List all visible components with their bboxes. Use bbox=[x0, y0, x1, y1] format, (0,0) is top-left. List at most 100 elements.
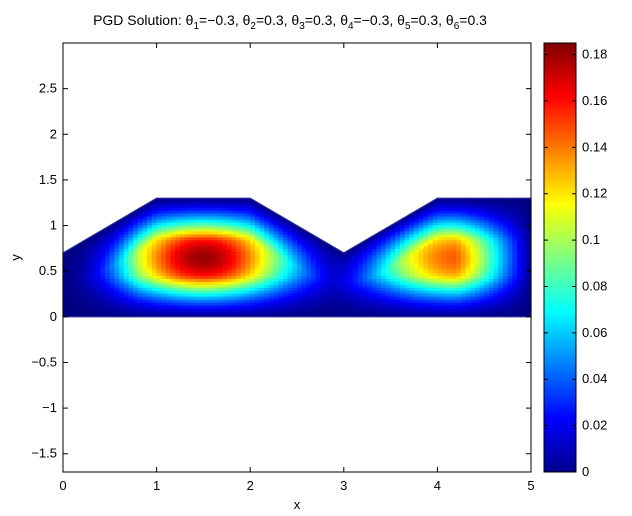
field-cell bbox=[236, 239, 242, 244]
field-cell bbox=[189, 207, 195, 211]
field-cell bbox=[526, 260, 531, 265]
field-cell bbox=[493, 224, 499, 229]
field-cell bbox=[259, 239, 265, 244]
field-cell bbox=[231, 281, 237, 285]
field-cell bbox=[329, 251, 336, 256]
field-cell bbox=[67, 287, 73, 291]
field-cell bbox=[287, 266, 293, 270]
field-cell bbox=[142, 302, 148, 306]
field-cell bbox=[259, 213, 265, 217]
field-cell bbox=[63, 272, 69, 276]
field-cell bbox=[222, 263, 228, 267]
field-cell bbox=[423, 207, 429, 211]
field-cell bbox=[100, 263, 106, 267]
field-cell bbox=[254, 257, 261, 262]
field-cell bbox=[442, 213, 448, 217]
field-cell bbox=[460, 293, 467, 297]
field-cell bbox=[287, 296, 293, 300]
field-cell bbox=[109, 299, 116, 303]
field-cell bbox=[273, 213, 279, 217]
field-cell bbox=[161, 204, 167, 208]
field-cell bbox=[165, 299, 172, 303]
field-cell bbox=[282, 227, 289, 232]
field-cell bbox=[67, 290, 73, 294]
field-cell bbox=[212, 227, 219, 232]
field-cell bbox=[133, 266, 139, 270]
field-cell bbox=[465, 218, 471, 223]
field-cell bbox=[502, 198, 509, 202]
field-cell bbox=[479, 302, 485, 306]
field-cell bbox=[395, 313, 401, 317]
field-cell bbox=[474, 260, 481, 265]
field-cell bbox=[484, 281, 490, 285]
field-cell bbox=[273, 254, 279, 259]
field-cell bbox=[306, 248, 312, 253]
field-cell bbox=[278, 254, 284, 259]
field-cell bbox=[175, 204, 181, 208]
field-cell bbox=[268, 281, 275, 285]
field-cell bbox=[208, 313, 214, 317]
field-cell bbox=[114, 313, 120, 317]
field-cell bbox=[311, 281, 317, 285]
field-cell bbox=[278, 284, 284, 288]
field-cell bbox=[306, 290, 312, 294]
field-cell bbox=[320, 293, 326, 297]
field-cell bbox=[460, 227, 467, 232]
field-cell bbox=[348, 278, 354, 282]
field-cell bbox=[292, 272, 298, 276]
field-cell bbox=[250, 281, 256, 285]
field-cell bbox=[343, 266, 350, 270]
field-cell bbox=[226, 304, 233, 309]
field-cell bbox=[203, 201, 209, 205]
field-cell bbox=[451, 201, 457, 205]
field-cell bbox=[498, 266, 504, 270]
field-cell bbox=[217, 275, 223, 279]
field-cell bbox=[119, 251, 125, 256]
field-cell bbox=[371, 293, 378, 297]
field-cell bbox=[381, 230, 387, 235]
field-cell bbox=[133, 275, 139, 279]
field-cell bbox=[339, 304, 345, 309]
field-cell bbox=[278, 224, 284, 229]
field-cell bbox=[465, 201, 471, 205]
field-cell bbox=[245, 290, 251, 294]
field-cell bbox=[470, 254, 476, 259]
field-cell bbox=[479, 307, 485, 312]
field-cell bbox=[484, 313, 490, 317]
field-cell bbox=[95, 263, 102, 267]
field-cell bbox=[81, 248, 87, 253]
field-cell bbox=[236, 230, 242, 235]
field-cell bbox=[151, 287, 158, 291]
field-cell bbox=[437, 227, 443, 232]
field-cell bbox=[498, 215, 504, 220]
field-cell bbox=[226, 284, 233, 288]
field-cell bbox=[72, 254, 78, 259]
field-cell bbox=[516, 236, 523, 241]
field-cell bbox=[297, 251, 303, 256]
field-cell bbox=[161, 293, 167, 297]
field-cell bbox=[119, 272, 125, 276]
field-cell bbox=[381, 304, 387, 309]
field-cell bbox=[147, 302, 153, 306]
field-cell bbox=[502, 230, 509, 235]
field-cell bbox=[254, 272, 261, 276]
field-cell bbox=[470, 287, 476, 291]
field-cell bbox=[137, 230, 144, 235]
field-cell bbox=[343, 260, 350, 265]
field-cell bbox=[507, 299, 513, 303]
field-cell bbox=[217, 284, 223, 288]
field-cell bbox=[95, 313, 102, 317]
field-cell bbox=[245, 233, 251, 238]
field-cell bbox=[287, 236, 293, 241]
field-cell bbox=[240, 224, 247, 229]
field-cell bbox=[493, 266, 499, 270]
field-cell bbox=[222, 302, 228, 306]
field-cell bbox=[226, 230, 233, 235]
field-cell bbox=[194, 245, 200, 250]
field-cell bbox=[240, 266, 247, 270]
field-cell bbox=[512, 218, 518, 223]
field-cell bbox=[311, 245, 317, 250]
field-cell bbox=[226, 210, 233, 214]
field-cell bbox=[456, 310, 462, 315]
field-cell bbox=[91, 278, 97, 282]
